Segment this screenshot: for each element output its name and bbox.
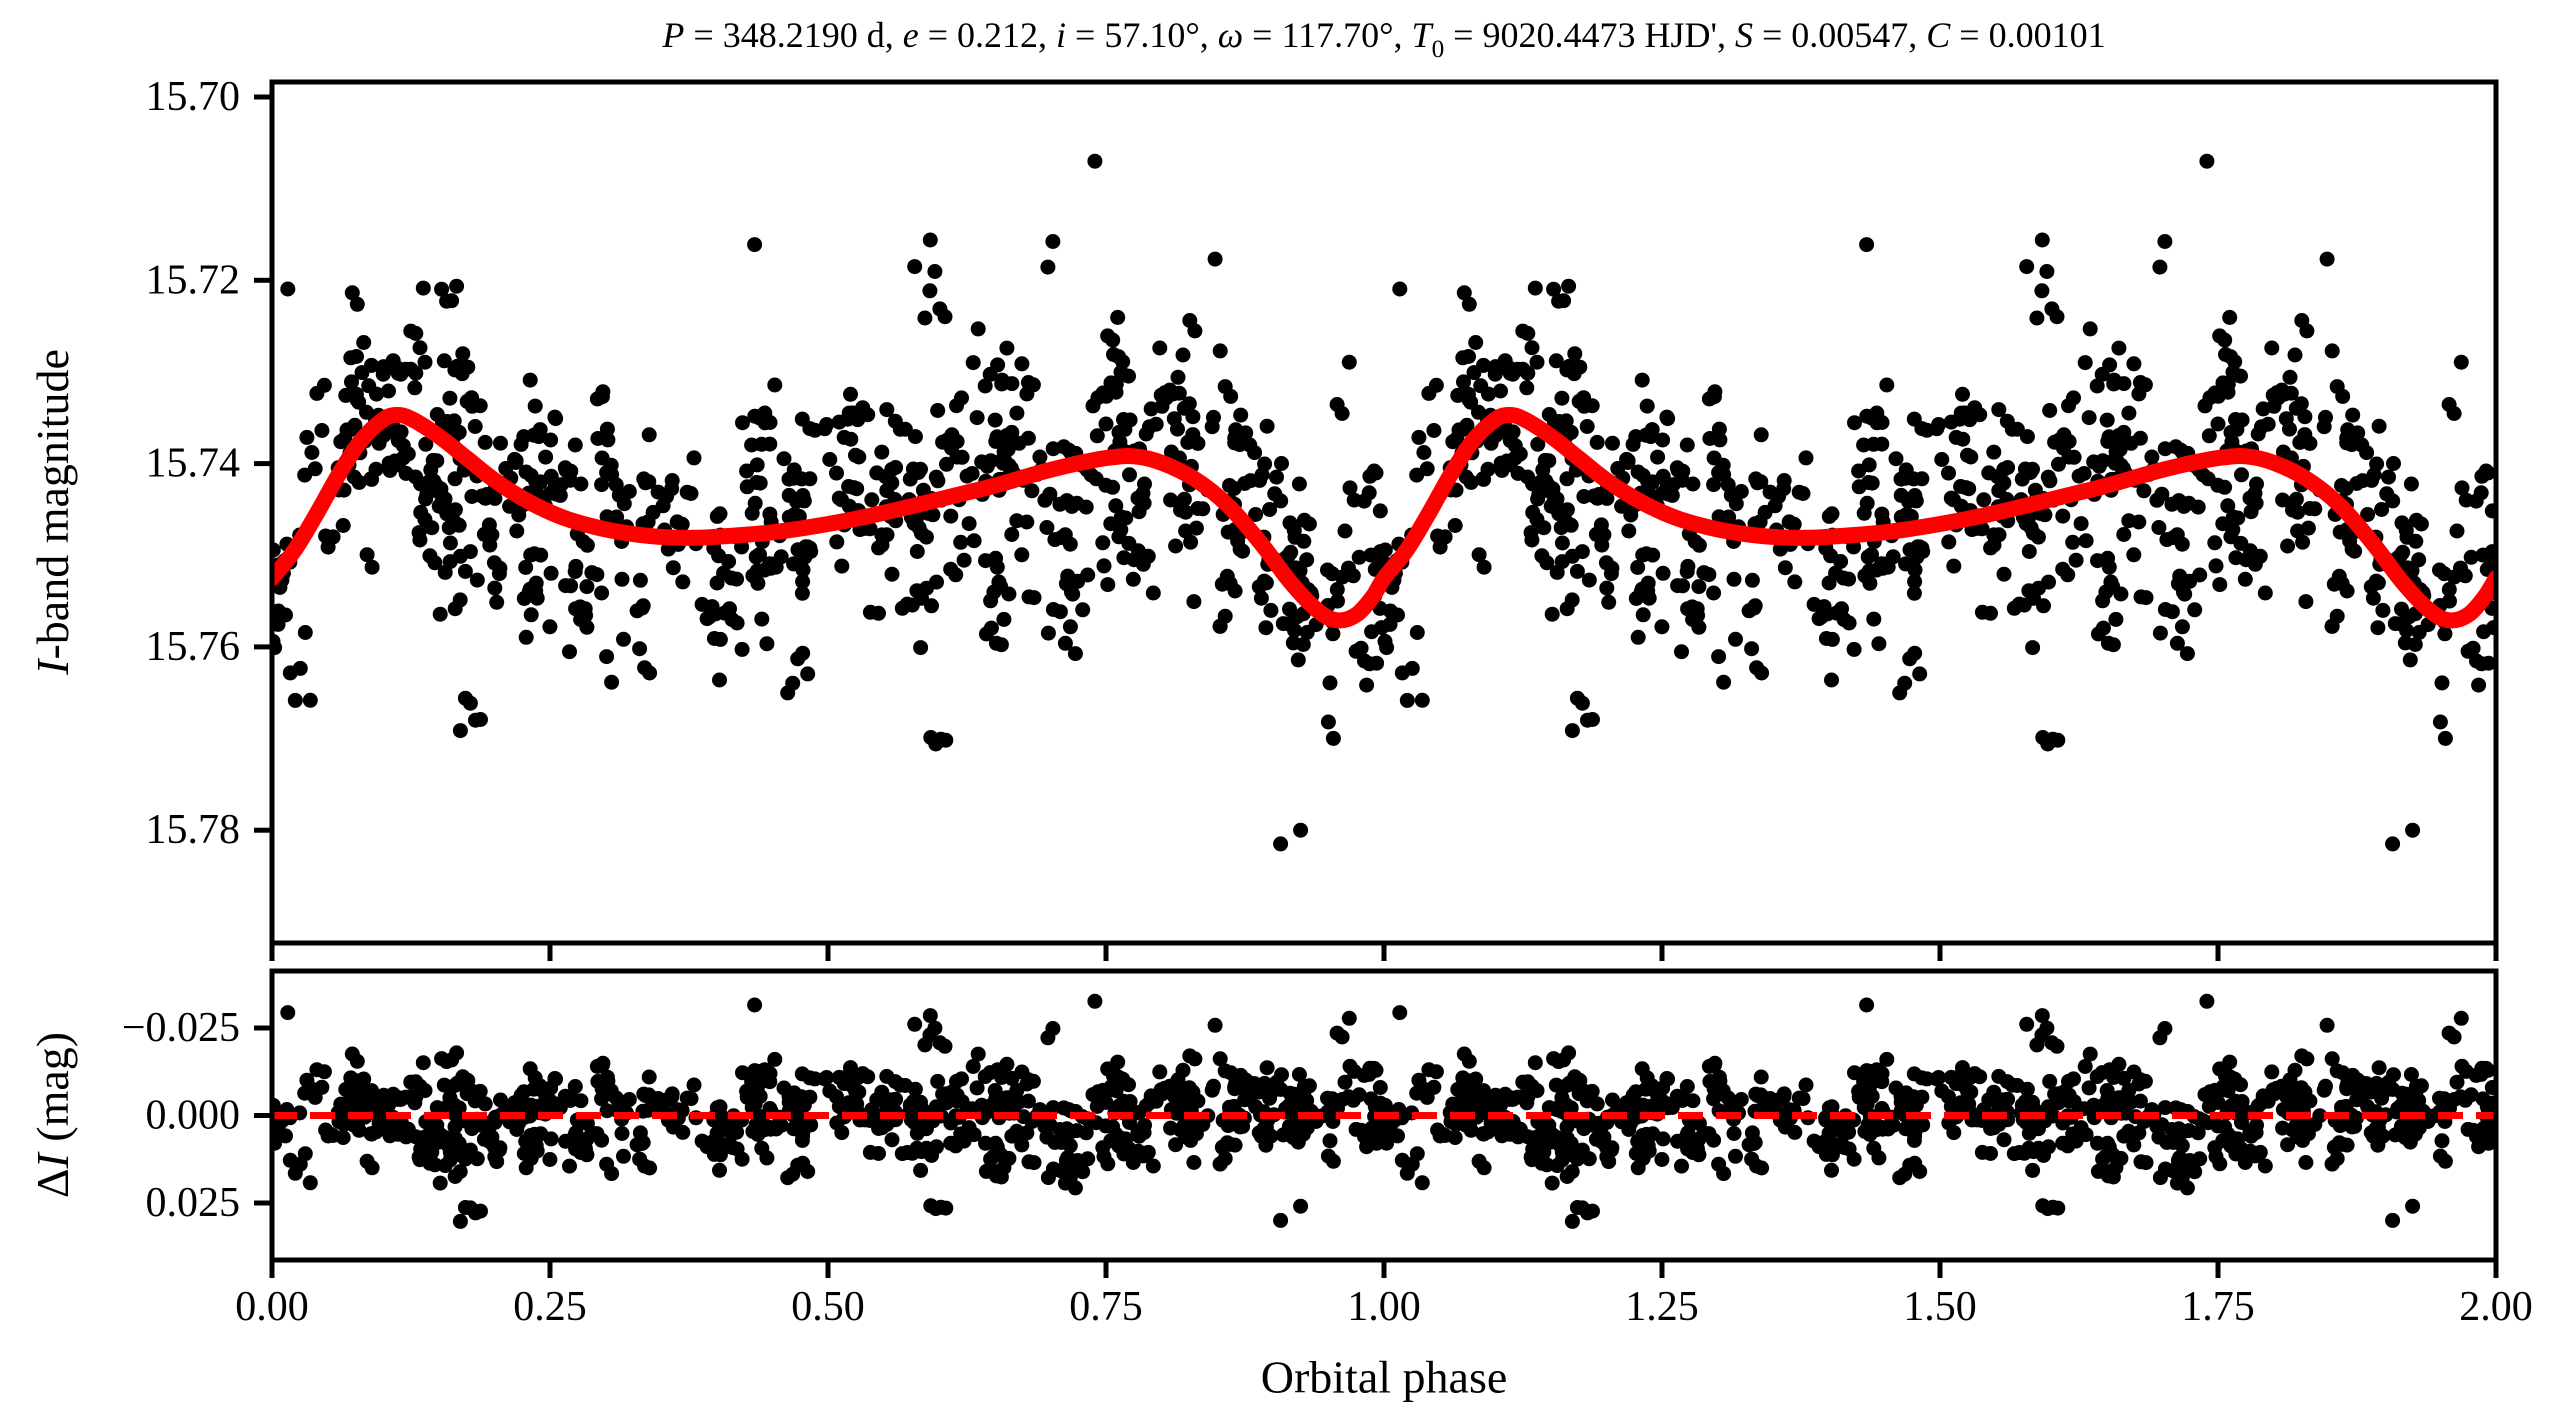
phase-tick-label: 2.00 bbox=[2459, 1284, 2533, 1330]
magnitude-tick-label: 15.78 bbox=[146, 807, 241, 853]
figure-title: P = 348.2190 d, e = 0.212, i = 57.10°, ω… bbox=[661, 15, 2105, 63]
y-axis-label-residual: ΔI (mag) bbox=[27, 1032, 78, 1198]
residual-tick-label: 0.025 bbox=[146, 1180, 241, 1226]
residual-tick-label: −0.025 bbox=[122, 1005, 240, 1051]
phase-tick-label: 0.75 bbox=[1069, 1284, 1143, 1330]
phase-tick-label: 1.50 bbox=[1903, 1284, 1977, 1330]
y-axis-label-magnitude: I-band magnitude bbox=[27, 349, 78, 676]
phase-tick-label: 0.25 bbox=[513, 1284, 587, 1330]
residual-ticks: −0.025 0.000 0.025 0.00 0.25 0.50 0.75 1.00 1.25… bbox=[122, 1005, 2533, 1330]
magnitude-tick-label: 15.76 bbox=[146, 624, 241, 670]
magnitude-scatter-points bbox=[272, 153, 2496, 852]
light-curve-frame bbox=[269, 79, 2499, 946]
x-axis-label: Orbital phase bbox=[1261, 1352, 1508, 1403]
model-curve bbox=[272, 406, 2496, 629]
phase-tick-label: 0.00 bbox=[235, 1284, 309, 1330]
magnitude-tick-label: 15.72 bbox=[146, 257, 241, 303]
magnitude-tick-label: 15.74 bbox=[146, 441, 241, 487]
magnitude-tick-label: 15.70 bbox=[146, 74, 241, 120]
residual-panel: −0.025 0.000 0.025 0.00 0.25 0.50 0.75 1.00 1.25… bbox=[122, 968, 2533, 1330]
phase-tick-label: 1.00 bbox=[1347, 1284, 1421, 1330]
phase-tick-label: 0.50 bbox=[791, 1284, 865, 1330]
phase-tick-label: 1.75 bbox=[2181, 1284, 2255, 1330]
residual-scatter-points bbox=[272, 993, 2496, 1229]
light-curve-ticks: 15.70 15.72 15.74 15.76 15.78 bbox=[146, 74, 2499, 961]
phase-tick-label: 1.25 bbox=[1625, 1284, 1699, 1330]
residual-tick-label: 0.000 bbox=[146, 1093, 241, 1139]
residual-frame bbox=[269, 968, 2499, 1263]
light-curve-panel: 15.70 15.72 15.74 15.76 15.78 bbox=[146, 74, 2499, 961]
